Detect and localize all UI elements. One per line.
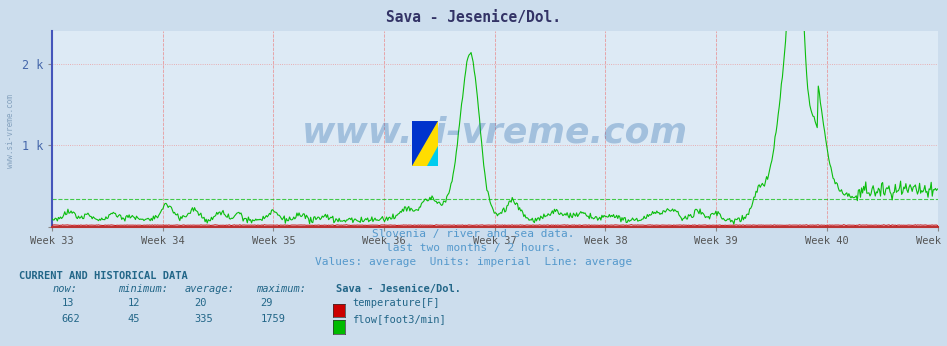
Text: last two months / 2 hours.: last two months / 2 hours.	[385, 243, 562, 253]
Text: CURRENT AND HISTORICAL DATA: CURRENT AND HISTORICAL DATA	[19, 271, 188, 281]
Text: 20: 20	[194, 298, 206, 308]
Polygon shape	[426, 146, 438, 166]
Text: Values: average  Units: imperial  Line: average: Values: average Units: imperial Line: av…	[314, 257, 633, 267]
Text: www.si-vreme.com: www.si-vreme.com	[6, 94, 15, 169]
Text: 662: 662	[62, 315, 80, 325]
Text: www.si-vreme.com: www.si-vreme.com	[302, 116, 688, 150]
Text: 335: 335	[194, 315, 213, 325]
Text: maximum:: maximum:	[256, 284, 306, 294]
Text: Slovenia / river and sea data.: Slovenia / river and sea data.	[372, 229, 575, 239]
Text: 12: 12	[128, 298, 140, 308]
Text: 1759: 1759	[260, 315, 285, 325]
Polygon shape	[412, 121, 438, 166]
Text: 29: 29	[260, 298, 273, 308]
Text: 45: 45	[128, 315, 140, 325]
Text: flow[foot3/min]: flow[foot3/min]	[352, 315, 446, 325]
Text: now:: now:	[52, 284, 77, 294]
Text: Sava - Jesenice/Dol.: Sava - Jesenice/Dol.	[336, 284, 461, 294]
Text: 13: 13	[62, 298, 74, 308]
Polygon shape	[412, 121, 438, 166]
Text: average:: average:	[185, 284, 235, 294]
Text: temperature[F]: temperature[F]	[352, 298, 439, 308]
Text: Sava - Jesenice/Dol.: Sava - Jesenice/Dol.	[386, 10, 561, 25]
Text: minimum:: minimum:	[118, 284, 169, 294]
